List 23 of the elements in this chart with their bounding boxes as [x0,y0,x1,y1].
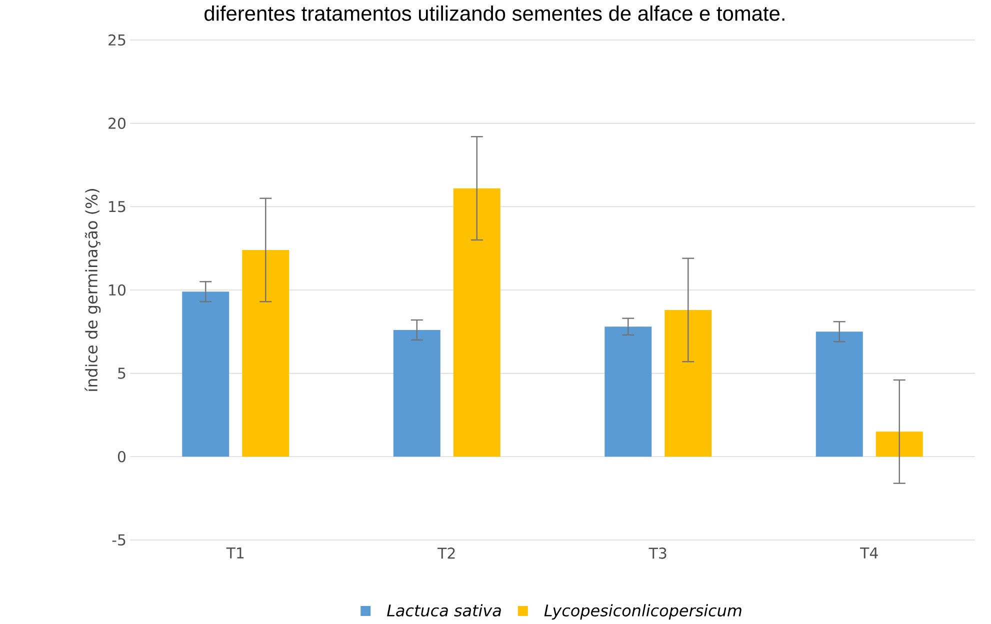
bar [816,332,863,457]
x-tick-label: T1 [226,548,244,558]
bar [876,432,923,457]
legend-label: Lycopesiconlicopersicum [544,604,742,620]
y-tick-label: 0 [118,451,126,462]
legend-label: Lactuca sativa [387,604,501,616]
y-tick-label: -5 [112,534,126,546]
x-tick-label: T3 [648,548,666,559]
chart-title: diferentes tratamentos utilizando sementes de alface e tomate. [204,6,784,21]
bar [182,292,230,457]
y-tick-label: 20 [108,118,126,129]
x-tick-label: T4 [860,548,878,558]
bar [393,330,440,457]
bar [242,250,290,457]
x-tick-label: T2 [438,548,455,559]
y-tick-label: 10 [109,284,126,296]
y-tick-label: 5 [118,368,126,379]
bar [664,310,712,457]
y-tick-label: 15 [109,201,126,212]
y-axis-title: índice de germinação (%) [84,189,101,392]
bar [453,188,500,457]
bar [604,326,652,457]
y-tick-label: 25 [108,34,126,46]
